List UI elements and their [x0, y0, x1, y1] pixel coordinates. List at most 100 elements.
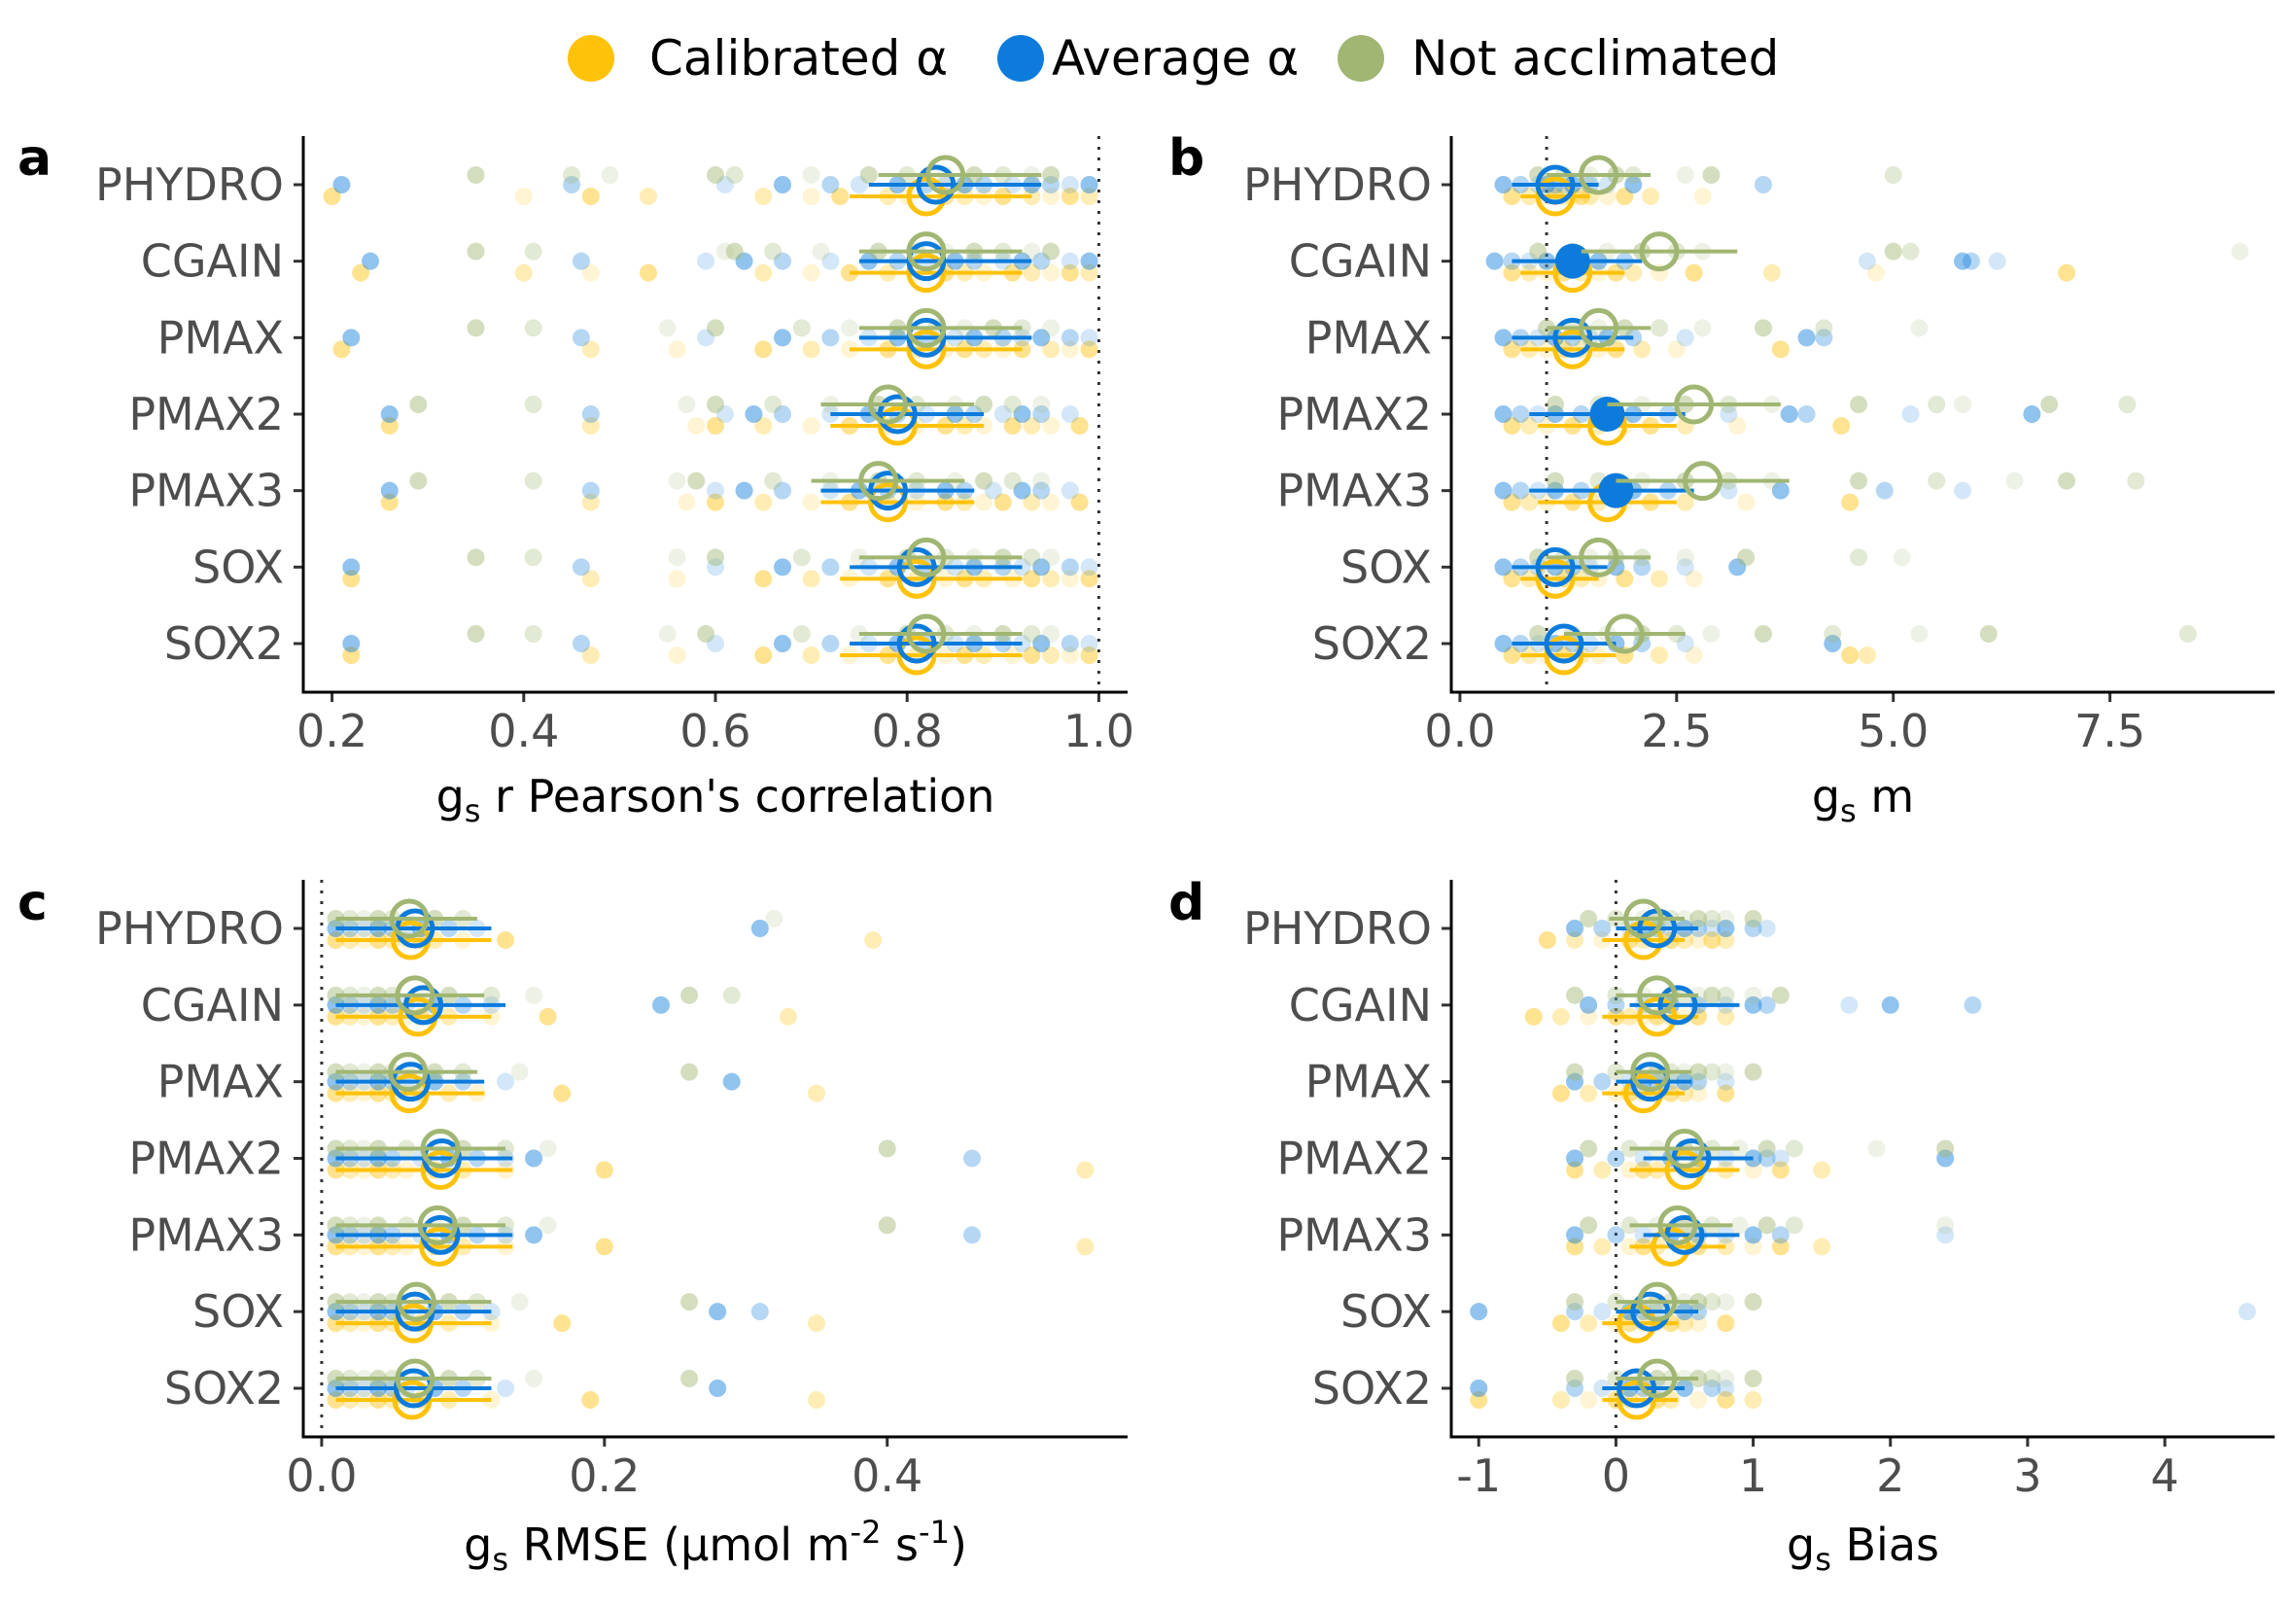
data-point-average — [1032, 481, 1051, 500]
data-point-calibrated — [1642, 188, 1660, 205]
data-point-average — [1494, 176, 1513, 193]
data-point-average — [1593, 1072, 1612, 1091]
data-point-not-acclimated — [467, 319, 485, 337]
data-point-average — [821, 558, 840, 576]
data-point-calibrated — [323, 188, 341, 205]
mean-marker-not-acclimated — [420, 1129, 461, 1169]
data-point-calibrated — [1524, 1007, 1543, 1026]
data-point-not-acclimated — [1042, 242, 1061, 261]
data-point-average — [1771, 1149, 1790, 1168]
data-point-calibrated — [1566, 931, 1584, 949]
x-axis-title-text: Bias — [1831, 1519, 1939, 1571]
mean-marker-calibrated — [906, 253, 947, 294]
data-point-not-acclimated — [1754, 625, 1772, 643]
data-point-calibrated — [581, 1391, 600, 1409]
data-point-average — [332, 176, 351, 193]
x-axis-title: gs RMSE (μmol m-2 s-1) — [464, 1514, 967, 1578]
data-point-calibrated — [668, 570, 686, 588]
data-point-not-acclimated — [1546, 396, 1564, 413]
data-point-calibrated — [802, 340, 820, 359]
data-point-not-acclimated — [1910, 625, 1929, 643]
data-point-not-acclimated — [725, 166, 744, 184]
data-point-average — [1042, 176, 1061, 193]
data-point-calibrated — [1813, 1238, 1831, 1256]
data-point-average — [745, 405, 763, 423]
data-point-not-acclimated — [792, 625, 811, 643]
data-point-calibrated — [1693, 188, 1712, 205]
mean-marker-average — [867, 471, 908, 511]
data-point-calibrated — [1042, 570, 1061, 588]
data-point-average — [1824, 635, 1842, 652]
data-point-average — [1593, 1303, 1612, 1321]
data-point-average — [1607, 1226, 1625, 1244]
data-point-not-acclimated — [1529, 625, 1548, 643]
mean-marker-calibrated — [1544, 635, 1584, 676]
data-point-average — [2023, 405, 2041, 423]
data-point-average — [1032, 558, 1051, 576]
data-point-average — [1717, 1072, 1735, 1091]
data-point-average — [1881, 996, 1899, 1014]
data-point-not-acclimated — [525, 986, 543, 1004]
data-point-calibrated — [975, 493, 993, 511]
data-point-not-acclimated — [1650, 319, 1668, 337]
data-point-average — [1080, 558, 1098, 576]
data-point-calibrated — [1503, 493, 1521, 511]
y-tick-label-pmax2: PMAX2 — [1276, 1133, 1432, 1185]
mean-marker-not-acclimated — [395, 975, 435, 1016]
data-point-not-acclimated — [524, 548, 542, 567]
data-point-calibrated — [754, 493, 773, 511]
data-point-calibrated — [1551, 1084, 1570, 1102]
panel-b: b PHYDRO CGAIN PMAX PMAX2 PMAX3 SOX SOX2 0.0 2.5 5… — [1168, 129, 2275, 829]
data-point-not-acclimated — [467, 242, 485, 261]
data-point-average — [1858, 252, 1876, 270]
data-point-average — [1470, 1303, 1488, 1321]
data-point-not-acclimated — [678, 396, 696, 413]
data-point-not-acclimated — [765, 910, 783, 927]
data-point-calibrated — [1551, 1314, 1570, 1333]
data-point-average — [821, 635, 840, 652]
data-point-calibrated — [1076, 1238, 1095, 1256]
mean-marker-calibrated — [1535, 558, 1576, 599]
data-point-not-acclimated — [975, 396, 993, 413]
data-point-calibrated — [1593, 1238, 1612, 1256]
data-point-average — [563, 176, 581, 193]
data-point-calibrated — [1689, 931, 1708, 949]
data-point-average — [1512, 481, 1530, 500]
data-point-not-acclimated — [563, 166, 581, 184]
data-point-not-acclimated — [601, 166, 619, 184]
data-point-calibrated — [1042, 188, 1061, 205]
mean-marker-average — [896, 546, 937, 587]
data-point-calibrated — [1650, 646, 1668, 664]
data-point-not-acclimated — [1785, 1139, 1803, 1158]
data-point-average — [1720, 481, 1738, 500]
data-point-not-acclimated — [467, 625, 485, 643]
data-point-calibrated — [1717, 1391, 1735, 1409]
data-point-average — [1936, 1149, 1955, 1168]
mean-marker-average — [1554, 243, 1590, 279]
data-point-calibrated — [802, 417, 820, 435]
data-point-not-acclimated — [1042, 625, 1061, 643]
data-point-not-acclimated — [1003, 472, 1022, 490]
data-point-calibrated — [1771, 1238, 1790, 1256]
data-point-calibrated — [1841, 493, 1860, 511]
data-point-not-acclimated — [510, 1063, 529, 1081]
data-point-calibrated — [1551, 1007, 1570, 1026]
mean-marker-not-acclimated — [1604, 613, 1645, 654]
data-point-calibrated — [581, 188, 600, 205]
y-tick-label-phydro: PHYDRO — [1243, 158, 1432, 211]
y-tick-label-phydro: PHYDRO — [95, 902, 284, 955]
data-point-average — [774, 481, 792, 500]
data-point-not-acclimated — [1979, 625, 1998, 643]
data-point-average — [821, 252, 840, 270]
data-point-calibrated — [1023, 646, 1041, 664]
data-point-not-acclimated — [510, 1293, 529, 1311]
mean-marker-not-acclimated — [1579, 155, 1619, 195]
x-axis-title-g: g — [1812, 770, 1840, 822]
data-point-not-acclimated — [707, 548, 724, 567]
data-point-not-acclimated — [1884, 166, 1902, 184]
data-point-average — [1717, 920, 1735, 937]
data-point-average — [342, 635, 361, 652]
data-point-not-acclimated — [658, 319, 677, 337]
